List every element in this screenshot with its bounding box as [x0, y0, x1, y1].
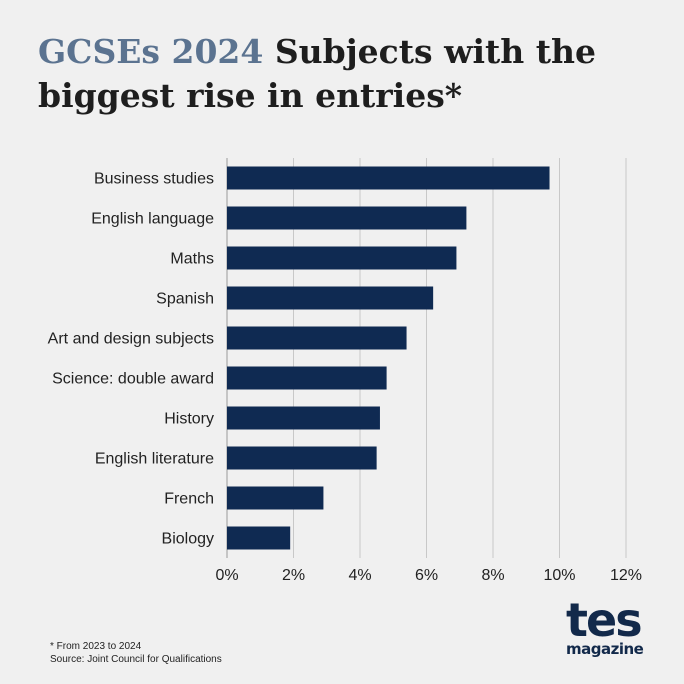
bar [227, 166, 550, 190]
footnote: * From 2023 to 2024 Source: Joint Counci… [50, 640, 222, 666]
tick-label: 12% [610, 567, 642, 584]
category-label: History [164, 411, 214, 428]
footnote-note: * From 2023 to 2024 [50, 641, 142, 652]
bar [227, 286, 434, 310]
bar [227, 206, 467, 230]
category-label: Spanish [156, 291, 214, 308]
tick-label: 6% [415, 567, 438, 584]
title-rest: Subjects with the biggest rise in entrie… [38, 32, 596, 115]
logo-main: tes [566, 593, 643, 647]
logo-sub: magazine [566, 640, 644, 658]
category-labels: Business studies English language Maths Spa… [48, 171, 214, 548]
bar [227, 326, 407, 350]
bar [227, 446, 377, 470]
tick-label: 4% [348, 567, 371, 584]
chart-title: GCSEs 2024 Subjects with the biggest ris… [38, 30, 658, 118]
category-label: Maths [170, 251, 214, 268]
tes-magazine-logo: tes magazine [566, 593, 644, 658]
bars [227, 166, 550, 550]
tick-label: 0% [215, 567, 238, 584]
category-label: Biology [162, 531, 214, 548]
category-label: Science: double award [52, 371, 214, 388]
bar [227, 526, 291, 550]
tick-label: 8% [481, 567, 504, 584]
tick-labels: 0% 2% 4% 6% 8% 10% 12% [215, 567, 642, 584]
tick-label: 2% [282, 567, 305, 584]
category-label: Business studies [94, 171, 214, 188]
footnote-source: Source: Joint Council for Qualifications [50, 654, 222, 665]
bar [227, 406, 380, 430]
category-label: Art and design subjects [48, 331, 214, 348]
bar [227, 246, 457, 270]
category-label: French [164, 491, 214, 508]
title-accent: GCSEs 2024 [38, 32, 264, 71]
category-label: English language [91, 211, 214, 228]
category-label: English literature [95, 451, 214, 468]
bar [227, 366, 387, 390]
bar [227, 486, 324, 510]
tick-label: 10% [543, 567, 575, 584]
